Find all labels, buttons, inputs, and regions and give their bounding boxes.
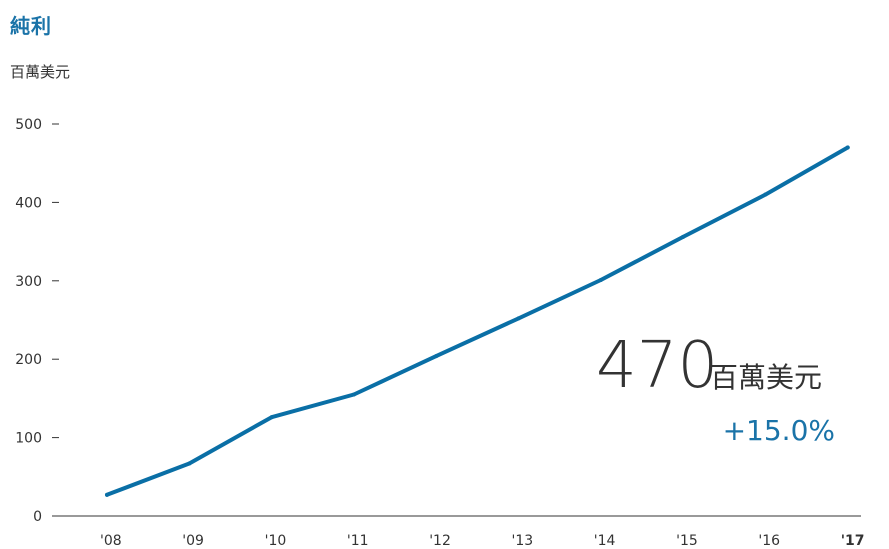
x-tick-label: '11 [347, 533, 369, 549]
callout-value: 470 [596, 329, 719, 403]
y-axis: 0 100 200 300 400 500 [15, 117, 59, 525]
data-point [516, 316, 521, 321]
x-tick-label: '14 [594, 533, 616, 549]
net-profit-line [105, 145, 850, 497]
data-point [105, 492, 109, 497]
data-point [763, 192, 768, 197]
y-tick-label: 500 [15, 117, 42, 133]
x-tick-label: '16 [758, 533, 780, 549]
x-tick-label: '09 [182, 533, 204, 549]
y-tick-label: 0 [33, 509, 42, 525]
data-point [351, 392, 356, 397]
x-tick-label: '12 [429, 533, 451, 549]
data-point [434, 354, 439, 359]
x-tick-label: '15 [676, 533, 698, 549]
data-points [105, 145, 850, 497]
data-point [187, 461, 192, 466]
data-point [681, 234, 686, 239]
data-point [269, 415, 274, 420]
y-axis-unit-label: 百萬美元 [10, 63, 71, 81]
data-point [598, 278, 603, 283]
x-tick-label: '08 [100, 533, 122, 549]
x-tick-label: '10 [265, 533, 287, 549]
data-point [845, 145, 850, 150]
x-axis: '08 '09 '10 '11 '12 '13 '14 '15 '16 '17 [100, 533, 864, 549]
y-tick-label: 300 [15, 274, 42, 290]
callout-unit: 百萬美元 [710, 361, 823, 394]
y-tick-label: 100 [15, 431, 42, 447]
chart-title: 純利 [10, 14, 52, 38]
y-tick-label: 400 [15, 195, 42, 211]
x-tick-label: '17 [841, 533, 865, 549]
y-tick-label: 200 [15, 352, 42, 368]
x-tick-label: '13 [512, 533, 534, 549]
callout-change: +15.0% [722, 414, 835, 447]
